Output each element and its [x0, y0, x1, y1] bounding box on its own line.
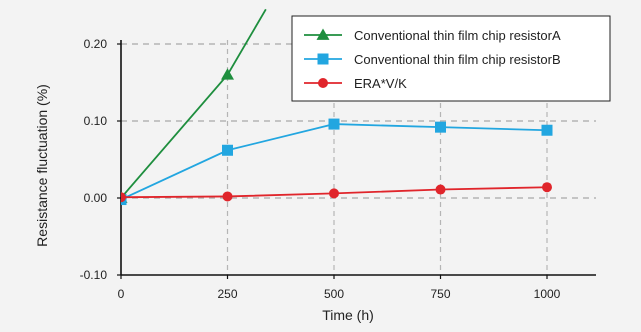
- legend-marker: [318, 78, 328, 88]
- series-1: [121, 8, 267, 203]
- x-axis-label: Time (h): [322, 307, 374, 323]
- legend-entry: Conventional thin film chip resistorA: [354, 28, 561, 43]
- data-point: [222, 144, 233, 156]
- data-point: [542, 182, 552, 193]
- y-tick-label: -0.10: [80, 268, 108, 282]
- x-tick-label: 0: [118, 287, 125, 301]
- series-line: [121, 8, 267, 199]
- y-tick-label: 0.20: [84, 37, 108, 51]
- legend-marker: [317, 53, 329, 65]
- legend: Conventional thin film chip resistorA Con…: [291, 15, 611, 102]
- y-tick-label: 0.00: [84, 191, 108, 205]
- x-tick-label: 1000: [534, 287, 561, 301]
- data-point: [221, 68, 234, 80]
- y-axis-label: Resistance fluctuation (%): [34, 84, 50, 247]
- axes: -0.10 0.00 0.10 0.20 0 250 500 750 1000: [80, 37, 596, 301]
- legend-box: [291, 15, 611, 102]
- y-tick-label: 0.10: [84, 114, 108, 128]
- series-3: [121, 182, 552, 203]
- data-point: [222, 191, 233, 202]
- data-point: [541, 124, 553, 136]
- series-layer: [121, 8, 553, 206]
- data-point: [435, 121, 446, 133]
- x-tick-label: 750: [430, 287, 450, 301]
- legend-entry: ERA*V/K: [354, 76, 407, 91]
- data-point: [329, 188, 339, 199]
- x-tick-label: 250: [217, 287, 237, 301]
- data-point: [328, 118, 340, 130]
- data-point: [121, 192, 126, 203]
- x-tick-label: 500: [324, 287, 344, 301]
- legend-marker: [316, 28, 330, 40]
- legend-entry: Conventional thin film chip resistorB: [354, 52, 561, 67]
- data-point: [435, 184, 446, 195]
